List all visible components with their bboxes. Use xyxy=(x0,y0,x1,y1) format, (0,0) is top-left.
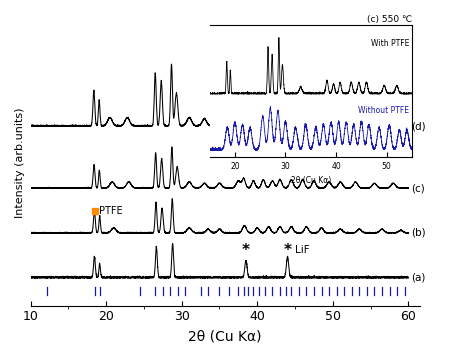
Text: *: * xyxy=(242,243,250,258)
Text: *: * xyxy=(283,243,292,258)
Text: LiF: LiF xyxy=(295,245,310,255)
X-axis label: 2θ (Cu Kα): 2θ (Cu Kα) xyxy=(188,329,262,343)
Text: (c): (c) xyxy=(410,183,424,193)
Y-axis label: Intensity (arb.units): Intensity (arb.units) xyxy=(15,107,25,218)
Text: PTFE: PTFE xyxy=(99,206,122,216)
Text: (d): (d) xyxy=(410,121,425,131)
Text: (a): (a) xyxy=(410,273,425,283)
Text: (b): (b) xyxy=(410,228,425,238)
